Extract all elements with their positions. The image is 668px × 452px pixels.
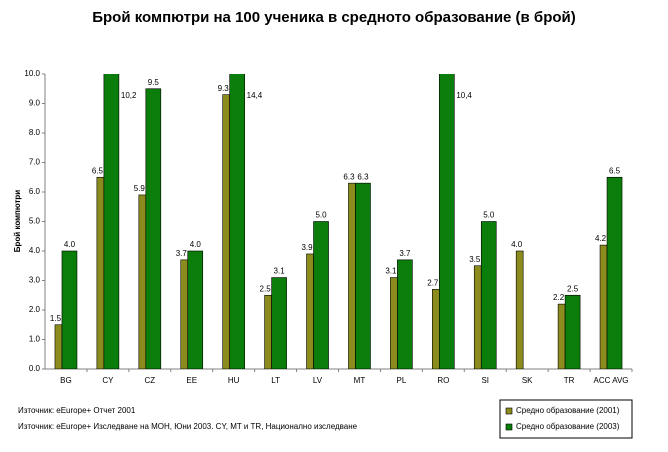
x-tick-label: ACC AVG (594, 376, 629, 385)
bar (599, 244, 608, 369)
bar (271, 277, 287, 369)
bar (515, 250, 524, 369)
data-label: 6.3 (343, 172, 355, 181)
bar (397, 259, 413, 369)
bar (432, 289, 440, 369)
y-tick-label: 2.0 (29, 305, 41, 314)
data-label: 6.5 (92, 166, 104, 175)
data-label: 14,4 (247, 91, 263, 100)
legend-label: Средно образование (2003) (516, 422, 620, 431)
data-label: 3.1 (385, 267, 397, 276)
data-label: 9.5 (148, 78, 160, 87)
data-label: 3.5 (469, 255, 481, 264)
bar (564, 294, 581, 369)
y-tick-label: 4.0 (29, 246, 41, 255)
source: Източник: eEurope+ Изследване на МОН, Юн… (18, 422, 358, 431)
data-label: 1.5 (50, 314, 62, 323)
data-label: 2.2 (553, 293, 565, 302)
y-tick-label: 7.0 (29, 158, 41, 167)
x-tick-label: CZ (144, 376, 155, 385)
y-tick-label: 3.0 (29, 276, 41, 285)
x-tick-label: BG (60, 376, 72, 385)
chart-title: Брой компютри на 100 ученика в средното … (92, 9, 576, 26)
bar (222, 94, 230, 369)
data-label: 2.7 (427, 278, 439, 287)
bar (439, 74, 455, 369)
bar (96, 176, 105, 369)
data-label: 2.5 (567, 284, 579, 293)
x-tick-label: SI (481, 376, 489, 385)
data-label: 6.5 (609, 166, 621, 175)
y-tick-label: 10.0 (24, 69, 40, 78)
data-label: 9.3 (218, 84, 230, 93)
x-tick-label: PL (396, 376, 406, 385)
x-tick-label: RO (437, 376, 449, 385)
bar (264, 294, 272, 369)
data-label: 10,4 (456, 91, 472, 100)
y-tick-label: 9.0 (29, 99, 41, 108)
bar (187, 250, 204, 369)
x-tick-label: SK (522, 376, 533, 385)
bar (606, 176, 623, 369)
bar (61, 250, 78, 369)
x-tick-label: MT (354, 376, 366, 385)
data-label: 5.0 (315, 211, 327, 220)
y-tick-label: 6.0 (29, 187, 41, 196)
y-tick-label: 1.0 (29, 335, 41, 344)
data-label: 10,2 (121, 91, 137, 100)
data-label: 3.9 (301, 243, 313, 252)
bar (229, 74, 245, 369)
data-label: 3.1 (274, 267, 286, 276)
y-tick-label: 0.0 (29, 364, 41, 373)
bar (355, 182, 371, 369)
bar (306, 253, 314, 369)
bar (145, 88, 162, 369)
x-tick-label: LV (313, 376, 323, 385)
y-axis-label: Брой компютри (13, 190, 22, 253)
data-label: 4.0 (190, 240, 202, 249)
data-label: 5.9 (134, 184, 146, 193)
x-tick-label: TR (564, 376, 575, 385)
bar (103, 74, 120, 369)
data-label: 4.2 (595, 234, 607, 243)
legend-label: Средно образование (2001) (516, 406, 620, 415)
legend-swatch (505, 407, 513, 415)
bar (473, 265, 482, 369)
data-label: 6.3 (357, 172, 369, 181)
bar (180, 259, 189, 369)
x-tick-label: EE (186, 376, 197, 385)
data-label: 3.7 (399, 249, 411, 258)
y-tick-label: 8.0 (29, 128, 41, 137)
bar (390, 277, 398, 369)
x-tick-label: LT (271, 376, 280, 385)
data-label: 2.5 (260, 284, 272, 293)
x-tick-label: CY (102, 376, 114, 385)
bar (480, 221, 497, 369)
legend (499, 399, 633, 439)
data-label: 4.0 (511, 240, 523, 249)
bar (138, 194, 147, 369)
data-label: 3.7 (176, 249, 188, 258)
y-tick-label: 5.0 (29, 217, 41, 226)
data-label: 5.0 (483, 211, 495, 220)
bar (348, 182, 356, 369)
data-label: 4.0 (64, 240, 76, 249)
source: Източник: eEurope+ Отчет 2001 (18, 406, 136, 415)
x-tick-label: HU (228, 376, 240, 385)
bar (313, 221, 329, 369)
legend-swatch (505, 423, 513, 431)
bar (557, 303, 566, 369)
bar (54, 324, 63, 369)
